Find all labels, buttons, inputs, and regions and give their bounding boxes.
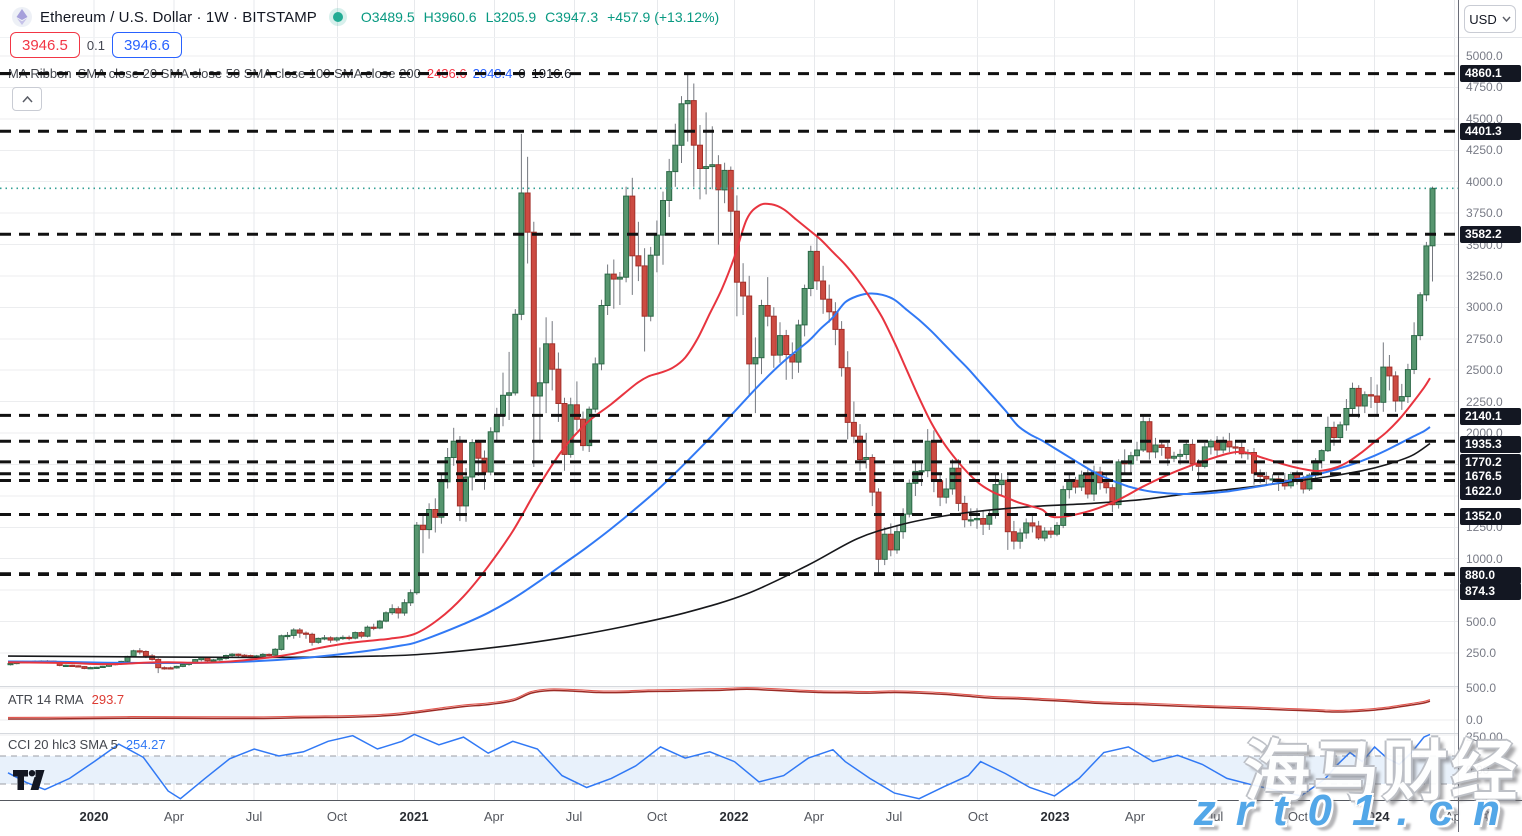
ohlc-readout: O3489.5 H3960.6 L3205.9 C3947.3 +457.9 (…	[361, 9, 719, 25]
price-tick-label: 2750.0	[1466, 332, 1503, 346]
main-chart-canvas[interactable]	[0, 0, 1458, 800]
time-tick-label: 2020	[79, 809, 109, 824]
level-price-label: 874.3	[1460, 583, 1521, 600]
bid-ask-row: 3946.5 0.1 3946.6	[10, 32, 182, 58]
level-price-label: 1935.3	[1460, 436, 1521, 453]
level-price-label: 4860.1	[1460, 65, 1521, 82]
price-tick-label: 3750.0	[1466, 206, 1503, 220]
currency-label: USD	[1469, 11, 1497, 27]
price-tick-label: 3000.0	[1466, 300, 1503, 314]
ohlc-low: L3205.9	[485, 9, 537, 25]
ohlc-close: C3947.3	[545, 9, 599, 25]
indicator-params: SMA close 20 SMA close 50 SMA close 100 …	[77, 66, 421, 81]
pane-tick-label: 250.00	[1466, 730, 1503, 744]
price-tick-label: 3250.0	[1466, 269, 1503, 283]
time-tick-label: Apr	[803, 809, 825, 824]
time-tick-label: Jul	[565, 809, 583, 824]
time-tick-label: Jul	[1206, 809, 1224, 824]
time-tick-label: Jul	[885, 809, 903, 824]
sma20-line	[7, 202, 1431, 666]
cci-label: CCI 20 hlc3 SMA 5	[8, 737, 118, 752]
chart-header: Ethereum / U.S. Dollar · 1W · BITSTAMP O…	[12, 7, 719, 27]
price-tick-label: 2250.0	[1466, 395, 1503, 409]
atr-line	[7, 688, 1431, 720]
time-tick-label: Apr	[163, 809, 185, 824]
pane-tick-label: 0.0	[1466, 713, 1483, 727]
axis-corner[interactable]: ⚙	[1458, 800, 1522, 832]
price-tick-label: 4500.0	[1466, 112, 1503, 126]
chevron-up-icon	[21, 95, 33, 103]
indicator-value-sma50: 2048.4	[472, 66, 513, 81]
candlestick-series	[7, 72, 1436, 674]
pane-tick-label: 0.00	[1466, 763, 1490, 777]
level-price-label: 880.0	[1460, 567, 1521, 584]
price-tick-label: 4250.0	[1466, 143, 1503, 157]
grid	[0, 0, 1458, 800]
spread-value: 0.1	[86, 37, 105, 53]
indicator-value-sma200: 1916.6	[531, 66, 572, 81]
time-tick-label: Oct	[967, 809, 989, 824]
cci-value: 254.27	[125, 737, 166, 752]
time-tick-label: 2024	[1360, 809, 1390, 824]
time-tick-label: Apr	[483, 809, 505, 824]
level-price-label: 1352.0	[1460, 508, 1521, 525]
atr-smoothing-line	[7, 687, 1431, 718]
level-price-label: 3582.2	[1460, 226, 1521, 243]
time-axis[interactable]: 2020 Apr Jul Oct 2021 Apr Jul Oct 2022 Apr Jul Oct 2…	[0, 800, 1458, 832]
collapse-indicators-button[interactable]	[12, 87, 42, 111]
price-level-lines	[0, 72, 1458, 576]
price-tick-label: 4000.0	[1466, 175, 1503, 189]
cci-pane-legend[interactable]: CCI 20 hlc3 SMA 5 254.27	[8, 737, 166, 752]
price-scale[interactable]: USD 250.0 500.0 1000.0 1250.0 2000.0 2250.0 25…	[1458, 0, 1522, 832]
atr-pane-legend[interactable]: ATR 14 RMA 293.7	[8, 692, 124, 707]
level-price-label: 1622.0	[1460, 483, 1521, 500]
ethereum-icon	[12, 7, 32, 27]
time-tick-label: Apr	[1124, 809, 1146, 824]
pane-tick-label: 500.0	[1466, 681, 1497, 695]
time-tick-label: 2023	[1040, 809, 1070, 824]
symbol-title[interactable]: Ethereum / U.S. Dollar · 1W · BITSTAMP	[40, 8, 317, 26]
sma200-line	[7, 442, 1431, 659]
atr-value: 293.7	[91, 692, 125, 707]
chevron-down-icon	[1502, 16, 1511, 22]
ohlc-open: O3489.5	[360, 9, 415, 25]
scale-divider	[1459, 37, 1522, 38]
indicator-value-sma20: 2436.6	[426, 66, 467, 81]
level-price-label: 1770.2	[1460, 454, 1521, 471]
market-status-dot	[332, 12, 343, 22]
buy-button[interactable]: 3946.6	[111, 32, 182, 58]
price-tick-label: 1000.0	[1466, 552, 1503, 566]
sell-button[interactable]: 3946.5	[10, 32, 80, 58]
cci-line	[7, 733, 1431, 800]
ohlc-change: +457.9 (+13.12%)	[607, 9, 720, 25]
gear-icon[interactable]: ⚙	[1482, 806, 1499, 826]
tradingview-logo[interactable]	[13, 770, 47, 790]
time-tick-label: Oct	[646, 809, 668, 824]
sma50-line	[7, 292, 1431, 665]
time-tick-label: Apr	[1444, 809, 1458, 824]
price-tick-label: 5000.0	[1466, 49, 1503, 63]
indicator-title[interactable]: MA Ribbon	[8, 66, 72, 81]
ohlc-high: H3960.6	[423, 9, 477, 25]
price-tick-label: 2500.0	[1466, 363, 1503, 377]
time-tick-label: 2021	[399, 809, 429, 824]
indicator-value-sma100: 0	[518, 66, 526, 81]
level-price-label: 4401.3	[1460, 123, 1521, 140]
time-tick-label: Oct	[1287, 809, 1309, 824]
time-tick-label: 2022	[719, 809, 749, 824]
time-tick-label: Oct	[326, 809, 348, 824]
price-tick-label: 250.0	[1466, 646, 1497, 660]
price-tick-label: 500.0	[1466, 615, 1497, 629]
level-price-label: 1676.5	[1460, 468, 1521, 485]
currency-dropdown[interactable]: USD	[1464, 5, 1516, 33]
time-tick-label: Jul	[245, 809, 263, 824]
indicator-legend[interactable]: MA Ribbon SMA close 20 SMA close 50 SMA …	[8, 66, 571, 81]
price-tick-label: 4750.0	[1466, 80, 1503, 94]
level-price-label: 2140.1	[1460, 408, 1521, 425]
atr-label: ATR 14 RMA	[8, 692, 84, 707]
